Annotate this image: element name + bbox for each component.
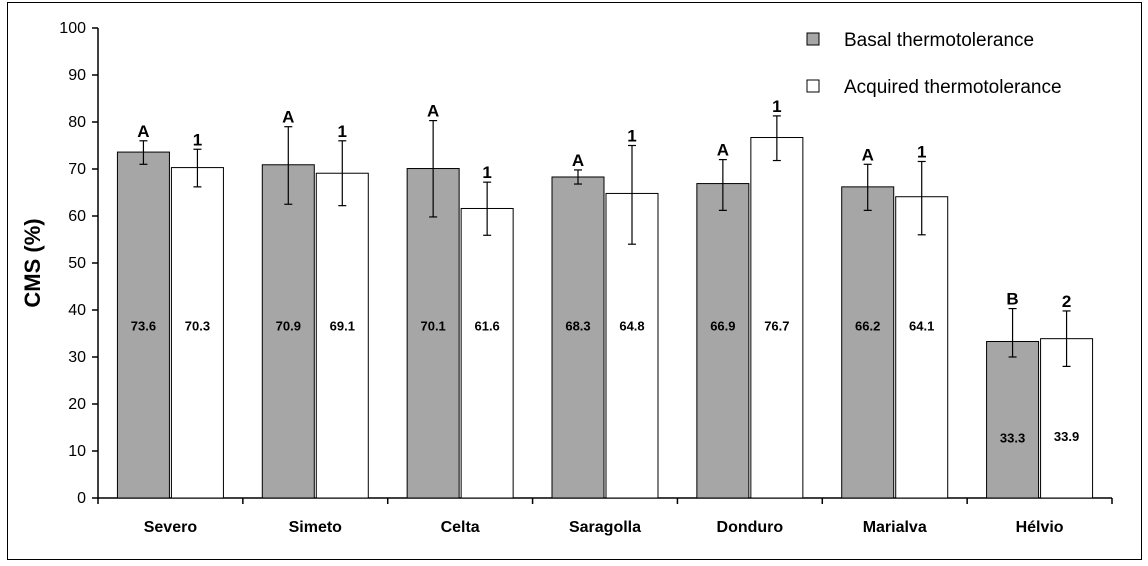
value-label-basal-3: 68.3 xyxy=(565,318,590,333)
bar-acquired-5 xyxy=(895,196,949,499)
y-tick-label-50: 50 xyxy=(68,255,86,272)
legend: Basal thermotolerance Acquired thermotol… xyxy=(806,30,1062,98)
sig-label-acquired-3: 1 xyxy=(627,127,636,146)
bar-basal-0 xyxy=(116,151,170,499)
bar-acquired-0 xyxy=(170,167,224,499)
value-label-basal-6: 33.3 xyxy=(1000,431,1025,446)
value-label-acquired-6: 33.9 xyxy=(1054,429,1079,444)
sig-label-basal-6: B xyxy=(1006,290,1018,309)
bar-acquired-1 xyxy=(315,172,369,499)
y-tick-label-0: 0 xyxy=(77,490,86,507)
value-label-acquired-3: 64.8 xyxy=(619,318,644,333)
y-tick-label-70: 70 xyxy=(68,161,86,178)
value-label-basal-5: 66.2 xyxy=(855,318,880,333)
x-tick-label-2: Celta xyxy=(441,519,480,536)
value-label-basal-0: 73.6 xyxy=(131,318,156,333)
sig-label-acquired-4: 1 xyxy=(772,97,781,116)
y-tick-label-30: 30 xyxy=(68,349,86,366)
chart-frame: Basal thermotolerance Acquired thermotol… xyxy=(7,2,1142,560)
axes: 0 10 20 30 40 50 60 70 80 90 100 Severo Simeto Celta S… xyxy=(59,20,1113,536)
x-tick-label-6: Hélvio xyxy=(1016,519,1064,536)
bars: 73.6 A 70.3 1 70.9 A 69.1 1 70.1 A 61.6 1 68.3 A 64.8 1… xyxy=(116,97,1094,499)
x-tick-label-0: Severo xyxy=(144,519,198,536)
sig-label-acquired-0: 1 xyxy=(193,130,202,149)
y-tick-label-100: 100 xyxy=(59,20,86,37)
y-tick-label-90: 90 xyxy=(68,67,86,84)
value-label-acquired-2: 61.6 xyxy=(474,318,499,333)
y-tick-label-80: 80 xyxy=(68,114,86,131)
bar-basal-2 xyxy=(406,168,460,499)
bar-basal-3 xyxy=(551,176,605,499)
legend-label-acquired: Acquired thermotolerance xyxy=(844,77,1062,98)
value-label-acquired-4: 76.7 xyxy=(764,318,789,333)
y-tick-label-40: 40 xyxy=(68,302,86,319)
sig-label-basal-3: A xyxy=(572,151,584,170)
legend-swatch-basal xyxy=(806,32,820,46)
y-axis-title: CMS (%) xyxy=(20,218,45,307)
bar-chart: Basal thermotolerance Acquired thermotol… xyxy=(20,20,1113,536)
sig-label-acquired-2: 1 xyxy=(482,163,491,182)
bar-basal-5 xyxy=(841,186,895,499)
value-label-acquired-5: 64.1 xyxy=(909,318,934,333)
legend-swatch-acquired xyxy=(806,79,820,93)
sig-label-basal-5: A xyxy=(862,145,874,164)
sig-label-basal-0: A xyxy=(137,122,149,141)
y-tick-label-20: 20 xyxy=(68,396,86,413)
x-tick-label-3: Saragolla xyxy=(569,519,641,536)
y-tick-label-10: 10 xyxy=(68,443,86,460)
sig-label-basal-4: A xyxy=(717,141,729,160)
x-tick-label-1: Simeto xyxy=(289,519,343,536)
sig-label-acquired-1: 1 xyxy=(338,122,347,141)
value-label-basal-4: 66.9 xyxy=(710,318,735,333)
value-label-basal-2: 70.1 xyxy=(420,318,445,333)
sig-label-acquired-5: 1 xyxy=(917,142,926,161)
value-label-acquired-0: 70.3 xyxy=(185,318,210,333)
sig-label-basal-1: A xyxy=(282,108,294,127)
bar-basal-4 xyxy=(696,183,750,499)
bar-acquired-2 xyxy=(460,207,514,499)
sig-label-acquired-6: 2 xyxy=(1062,292,1071,311)
sig-label-basal-2: A xyxy=(427,102,439,121)
value-label-acquired-1: 69.1 xyxy=(330,318,355,333)
legend-label-basal: Basal thermotolerance xyxy=(844,30,1034,51)
bar-basal-6 xyxy=(986,340,1040,499)
x-tick-label-4: Donduro xyxy=(717,519,784,536)
x-tick-label-5: Marialva xyxy=(863,519,927,536)
bar-acquired-4 xyxy=(750,137,804,499)
value-label-basal-1: 70.9 xyxy=(276,318,301,333)
y-tick-label-60: 60 xyxy=(68,208,86,225)
